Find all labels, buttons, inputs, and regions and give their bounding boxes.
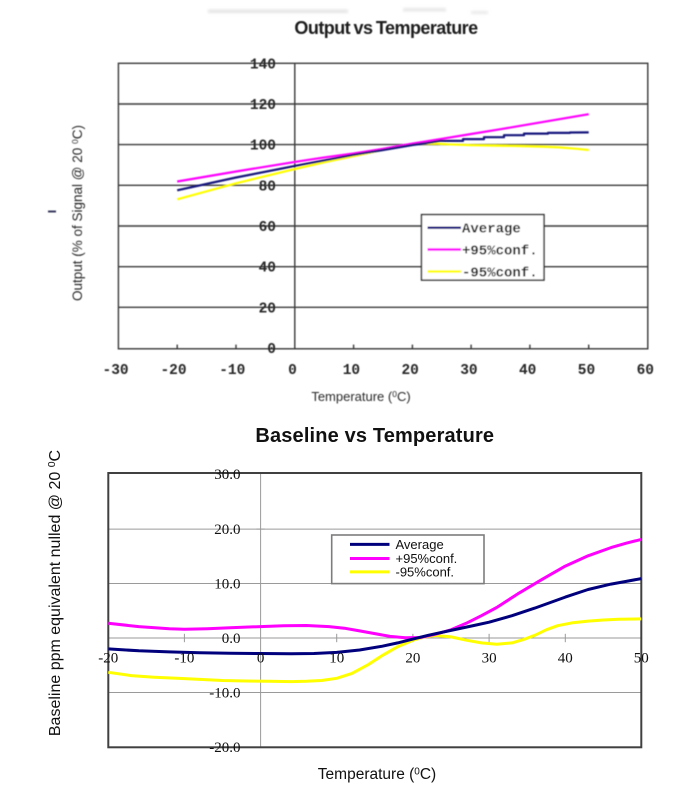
svg-text:-10: -10 [219,363,245,379]
svg-text:140: 140 [250,57,276,73]
svg-text:Baseline ppm equivalent nulled: Baseline ppm equivalent nulled @ 20 0C [46,450,64,736]
svg-text:-30: -30 [103,363,129,379]
svg-text:-10.0: -10.0 [209,686,240,702]
svg-text:20: 20 [259,301,276,317]
svg-text:-20: -20 [160,363,186,379]
svg-text:0: 0 [288,363,297,379]
svg-text:30: 30 [482,651,497,667]
svg-text:-95%conf.: -95%conf. [462,265,538,281]
svg-text:+95%conf.: +95%conf. [396,551,458,566]
svg-text:Temperature (0C): Temperature (0C) [318,766,436,783]
svg-text:30.0: 30.0 [214,467,240,483]
svg-text:30: 30 [460,363,477,379]
svg-text:Output (% of Signal @ 20 0C): Output (% of Signal @ 20 0C) [70,125,85,301]
svg-text:Temperature (0C): Temperature (0C) [311,389,410,404]
svg-text:20.0: 20.0 [214,522,240,538]
svg-text:0: 0 [257,651,265,667]
svg-text:Average: Average [396,537,444,552]
svg-text:-95%conf.: -95%conf. [396,565,455,580]
svg-text:40: 40 [259,261,276,277]
svg-text:50: 50 [634,651,649,667]
svg-text:Average: Average [462,222,521,238]
svg-text:-20: -20 [98,651,118,667]
svg-text:10: 10 [329,651,344,667]
svg-text:0: 0 [267,342,276,358]
svg-text:100: 100 [250,139,276,155]
svg-text:80: 80 [259,179,276,195]
svg-text:40: 40 [558,651,573,667]
svg-text:20: 20 [401,363,418,379]
svg-text:-20.0: -20.0 [209,740,240,756]
svg-text:Output vs Temperature: Output vs Temperature [294,18,478,38]
svg-text:10.0: 10.0 [214,577,240,593]
svg-text:-10: -10 [174,651,194,667]
svg-text:0.0: 0.0 [222,631,241,647]
svg-text:50: 50 [578,363,595,379]
svg-text:60: 60 [637,363,654,379]
svg-text:120: 120 [250,98,276,114]
svg-text:60: 60 [259,220,276,236]
svg-text:+95%conf.: +95%conf. [462,243,538,259]
svg-text:10: 10 [343,363,360,379]
svg-text:20: 20 [405,651,420,667]
svg-text:40: 40 [519,363,536,379]
svg-text:Baseline vs Temperature: Baseline vs Temperature [255,425,494,447]
